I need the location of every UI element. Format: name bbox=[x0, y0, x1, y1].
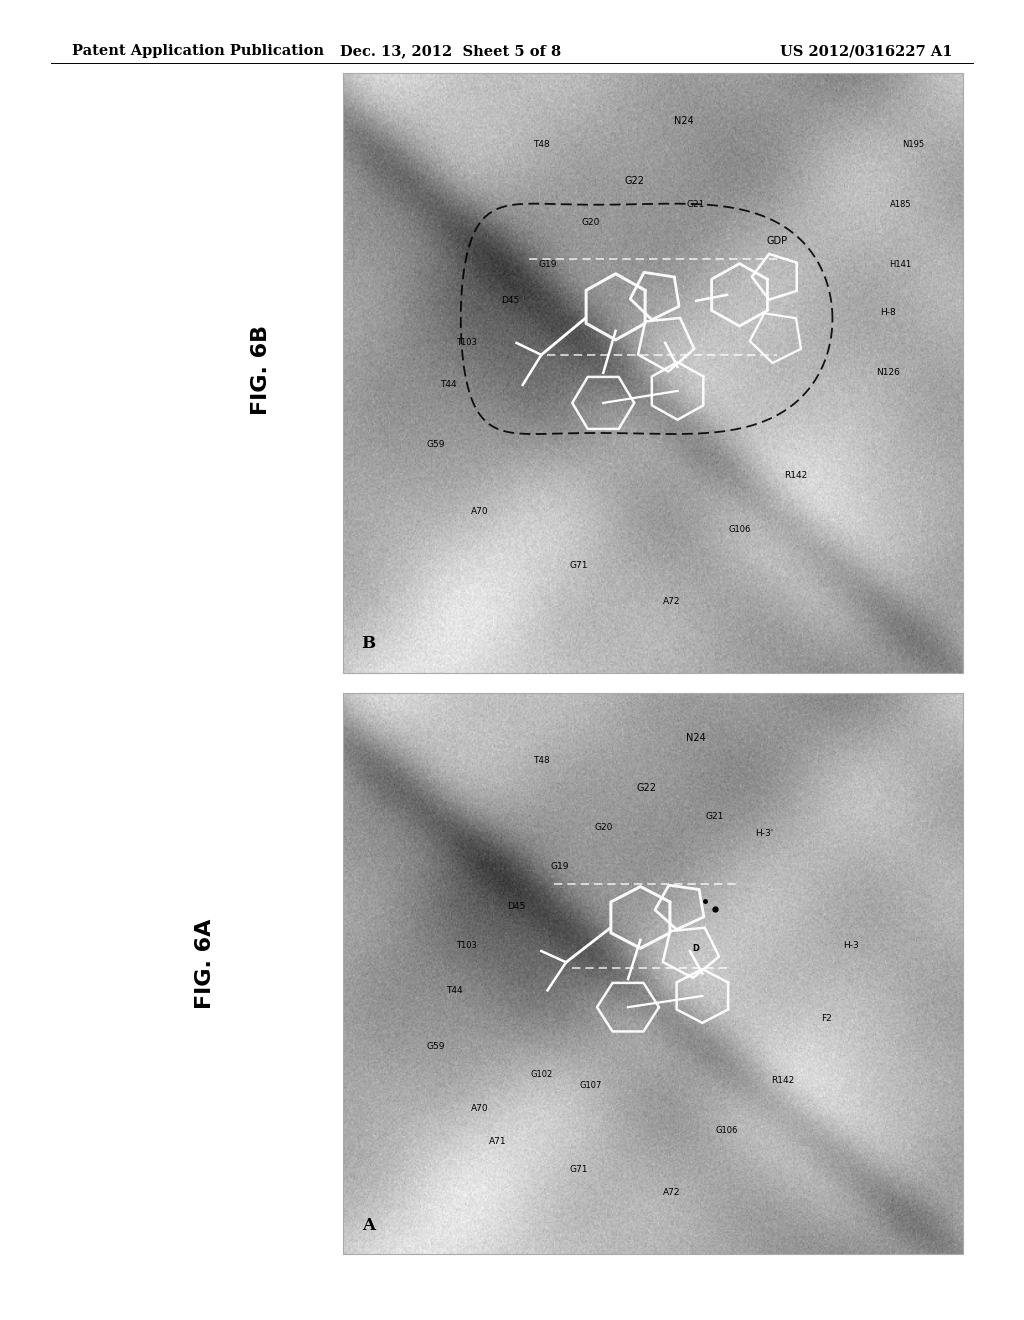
Text: G19: G19 bbox=[551, 862, 569, 871]
Text: G107: G107 bbox=[580, 1081, 602, 1090]
Text: H-3': H-3' bbox=[755, 829, 773, 838]
Text: G106: G106 bbox=[728, 524, 751, 533]
Text: G20: G20 bbox=[594, 824, 612, 832]
Text: T48: T48 bbox=[532, 756, 550, 764]
Text: A185: A185 bbox=[890, 201, 911, 210]
Text: D45: D45 bbox=[501, 296, 519, 305]
Text: G71: G71 bbox=[569, 1166, 588, 1175]
Text: G102: G102 bbox=[530, 1071, 552, 1078]
Text: G21: G21 bbox=[687, 201, 706, 210]
Text: T103: T103 bbox=[457, 338, 477, 347]
Text: A72: A72 bbox=[663, 597, 680, 606]
Text: D: D bbox=[692, 944, 699, 953]
Text: A70: A70 bbox=[470, 1104, 488, 1113]
Text: US 2012/0316227 A1: US 2012/0316227 A1 bbox=[780, 44, 952, 58]
Text: GDP: GDP bbox=[766, 236, 787, 246]
Text: G19: G19 bbox=[539, 260, 557, 269]
Text: G106: G106 bbox=[716, 1126, 738, 1135]
Text: N195: N195 bbox=[902, 140, 924, 149]
Text: G59: G59 bbox=[427, 1041, 445, 1051]
Text: T103: T103 bbox=[457, 941, 477, 950]
Text: A72: A72 bbox=[663, 1188, 680, 1197]
Text: N126: N126 bbox=[877, 368, 900, 378]
Text: A71: A71 bbox=[489, 1138, 507, 1146]
Text: R142: R142 bbox=[783, 470, 807, 479]
Text: A70: A70 bbox=[470, 507, 488, 516]
Text: R142: R142 bbox=[771, 1076, 795, 1085]
Text: H-8: H-8 bbox=[881, 309, 896, 317]
Text: G22: G22 bbox=[637, 783, 656, 793]
Text: G22: G22 bbox=[625, 176, 644, 186]
Text: G20: G20 bbox=[582, 218, 600, 227]
Text: H-3: H-3 bbox=[843, 941, 859, 950]
Text: D45: D45 bbox=[507, 902, 525, 911]
Text: FIG. 6A: FIG. 6A bbox=[195, 919, 215, 1008]
Text: Patent Application Publication: Patent Application Publication bbox=[72, 44, 324, 58]
Text: H141: H141 bbox=[890, 260, 911, 269]
Text: G21: G21 bbox=[706, 812, 724, 821]
Text: T44: T44 bbox=[440, 380, 457, 389]
Text: G59: G59 bbox=[427, 441, 445, 450]
Text: A: A bbox=[361, 1217, 375, 1234]
Text: G71: G71 bbox=[569, 561, 588, 570]
Text: T44: T44 bbox=[446, 986, 463, 995]
Text: F2: F2 bbox=[821, 1014, 831, 1023]
Text: Dec. 13, 2012  Sheet 5 of 8: Dec. 13, 2012 Sheet 5 of 8 bbox=[340, 44, 561, 58]
Text: N24: N24 bbox=[674, 116, 693, 125]
Text: FIG. 6B: FIG. 6B bbox=[251, 325, 271, 414]
Text: B: B bbox=[361, 635, 376, 652]
Text: T48: T48 bbox=[532, 140, 550, 149]
Text: N24: N24 bbox=[686, 733, 706, 743]
